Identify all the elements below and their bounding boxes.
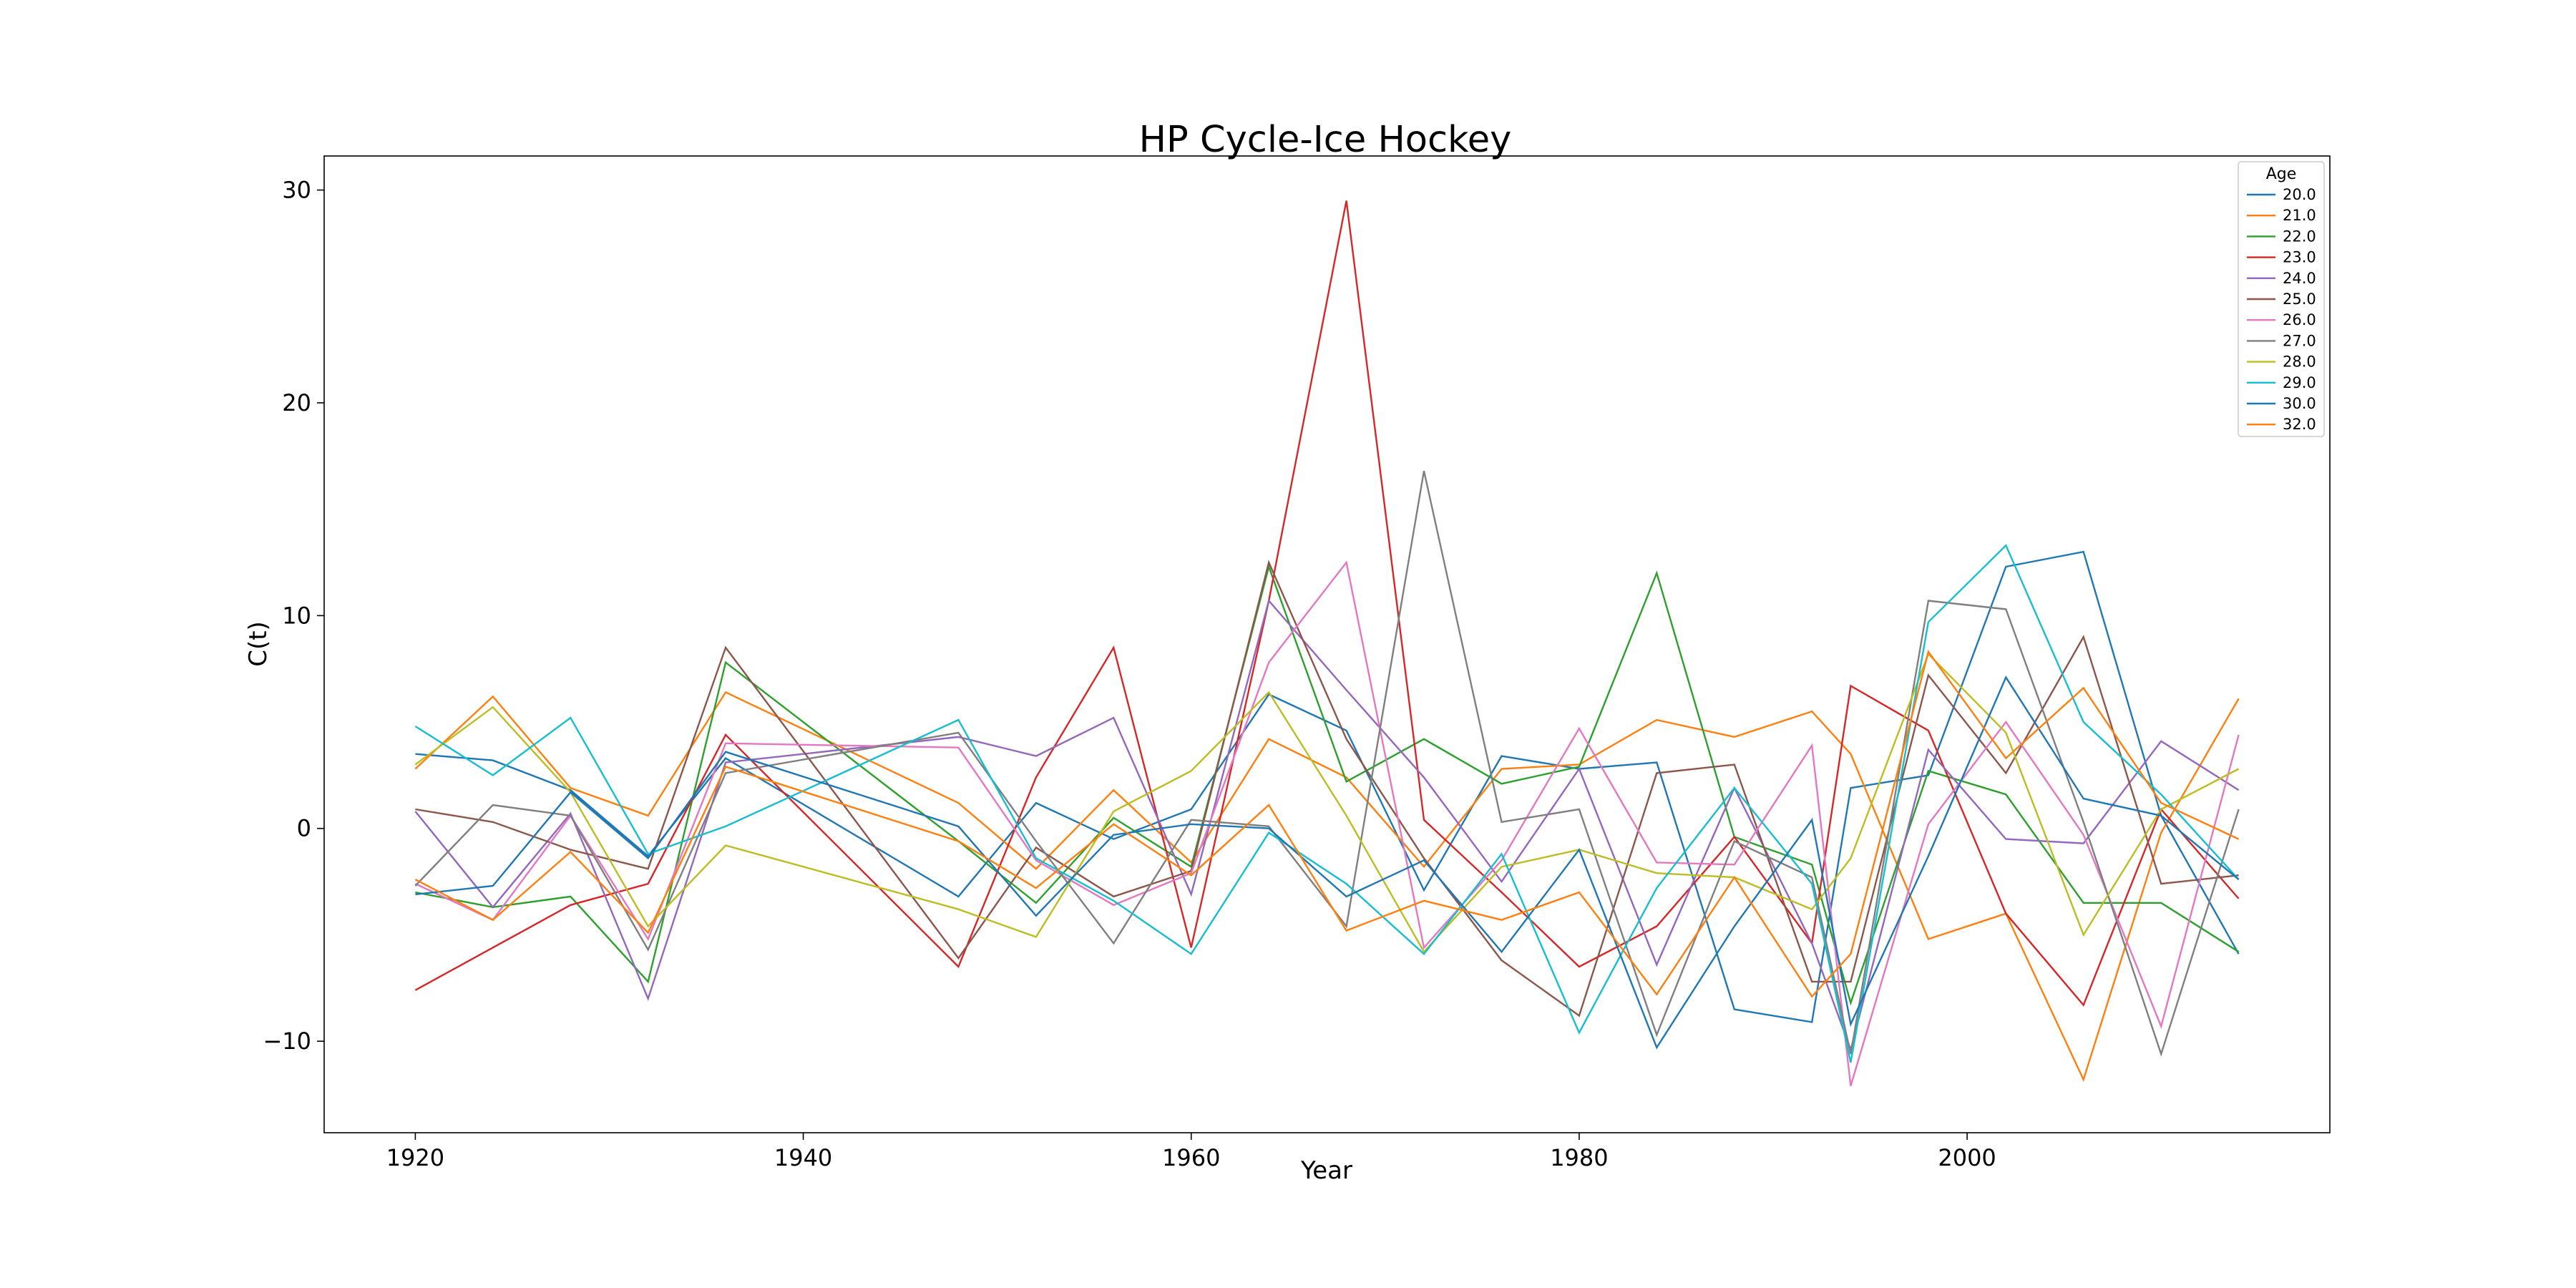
legend: Age 20.0 21.0 22.0 23.0 24.0 25.0 26.0 27.0 28.0… (2238, 161, 2325, 437)
legend-title: Age (2266, 165, 2297, 183)
legend-label-5: 25.0 (2283, 291, 2316, 308)
y-tick-label-1: 0 (297, 815, 311, 842)
y-tick-label-3: 20 (282, 389, 311, 416)
x-tick-label-0: 1920 (386, 1144, 444, 1171)
series-line-5 (415, 560, 2239, 1018)
x-axis-label: Year (1300, 1156, 1352, 1185)
legend-box (2238, 161, 2325, 437)
series-line-1 (414, 691, 2240, 1083)
series-line-9 (414, 544, 2240, 1063)
legend-label-11: 32.0 (2283, 416, 2316, 433)
x-axis: 1920 1940 1960 1980 2000 (386, 1133, 1996, 1171)
legend-label-9: 29.0 (2283, 374, 2316, 391)
y-axis-label: C(t) (244, 621, 273, 667)
series-line-7 (414, 470, 2240, 1057)
x-tick-label-2: 1960 (1162, 1144, 1220, 1171)
series-line-0 (415, 550, 2240, 1023)
y-axis: −10 0 10 20 30 (263, 177, 324, 1055)
legend-label-1: 21.0 (2283, 207, 2316, 224)
x-tick-label-1: 1940 (774, 1144, 832, 1171)
y-tick-label-0: −10 (263, 1028, 311, 1055)
chart-title: HP Cycle-Ice Hockey (1139, 119, 1512, 161)
series-line-4 (414, 599, 2240, 1053)
legend-label-3: 23.0 (2283, 249, 2316, 266)
legend-label-7: 27.0 (2283, 332, 2316, 349)
x-tick-label-3: 1980 (1550, 1144, 1608, 1171)
series-line-11 (414, 650, 2240, 998)
y-tick-label-4: 30 (282, 177, 311, 204)
legend-label-0: 20.0 (2283, 186, 2316, 203)
series-line-8 (414, 652, 2240, 954)
legend-items: 20.0 21.0 22.0 23.0 24.0 25.0 26.0 27.0 28.0 29.0… (2247, 186, 2316, 433)
legend-label-6: 26.0 (2283, 311, 2316, 328)
series-layer (414, 200, 2240, 1086)
x-tick-label-4: 2000 (1938, 1144, 1996, 1171)
legend-label-4: 24.0 (2283, 270, 2316, 287)
legend-label-2: 22.0 (2283, 228, 2316, 245)
plot-frame (323, 155, 2331, 1133)
legend-label-10: 30.0 (2283, 395, 2316, 412)
series-line-6 (414, 560, 2240, 1086)
legend-label-8: 28.0 (2283, 353, 2316, 371)
series-line-10 (415, 675, 2240, 1050)
y-tick-label-2: 10 (282, 602, 311, 629)
